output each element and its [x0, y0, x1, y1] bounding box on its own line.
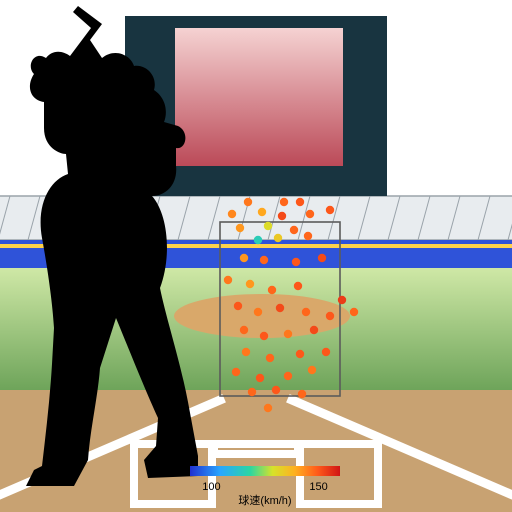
pitch-marker [236, 224, 244, 232]
pitch-marker [260, 332, 268, 340]
pitch-marker [254, 236, 262, 244]
pitch-marker [258, 208, 266, 216]
pitch-marker [296, 198, 304, 206]
pitch-marker [284, 330, 292, 338]
pitch-marker [240, 326, 248, 334]
legend-tick: 100 [202, 481, 220, 493]
pitch-marker [292, 258, 300, 266]
pitch-marker [284, 372, 292, 380]
pitch-marker [234, 302, 242, 310]
pitch-marker [322, 348, 330, 356]
pitch-marker [298, 390, 306, 398]
pitch-marker [326, 206, 334, 214]
pitch-marker [268, 286, 276, 294]
pitch-marker [274, 234, 282, 242]
pitch-marker [294, 282, 302, 290]
pitch-marker [248, 388, 256, 396]
pitch-marker [228, 210, 236, 218]
pitch-marker [310, 326, 318, 334]
pitch-marker [302, 308, 310, 316]
pitch-marker [280, 198, 288, 206]
pitch-marker [242, 348, 250, 356]
legend-title: 球速(km/h) [238, 493, 291, 507]
pitch-marker [308, 366, 316, 374]
pitch-marker [254, 308, 262, 316]
pitch-marker [266, 354, 274, 362]
pitch-marker [240, 254, 248, 262]
pitch-marker [326, 312, 334, 320]
pitch-marker [264, 222, 272, 230]
pitch-marker [304, 232, 312, 240]
pitch-marker [272, 386, 280, 394]
pitch-marker [290, 226, 298, 234]
legend-tick: 150 [309, 481, 327, 493]
pitch-marker [318, 254, 326, 262]
pitch-marker [278, 212, 286, 220]
pitch-marker [244, 198, 252, 206]
pitch-marker [224, 276, 232, 284]
pitch-marker [256, 374, 264, 382]
pitch-location-chart: 100 150 球速(km/h) [0, 0, 512, 512]
pitch-marker [264, 404, 272, 412]
pitch-marker [306, 210, 314, 218]
pitch-marker [296, 350, 304, 358]
pitch-marker [246, 280, 254, 288]
pitch-marker [260, 256, 268, 264]
pitch-marker [338, 296, 346, 304]
pitch-marker [350, 308, 358, 316]
pitch-marker [276, 304, 284, 312]
pitch-marker [232, 368, 240, 376]
